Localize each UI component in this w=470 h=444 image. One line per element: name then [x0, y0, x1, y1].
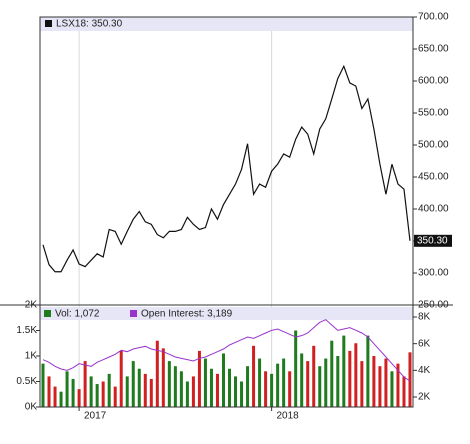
volume-bar	[185, 381, 189, 407]
volume-bar	[342, 335, 346, 407]
y-tick-label: 1.5K	[16, 325, 37, 336]
volume-bar	[137, 368, 141, 407]
volume-bar	[155, 340, 159, 407]
volume-bar	[252, 345, 256, 407]
volume-bar	[197, 350, 201, 407]
volume-bar	[101, 381, 105, 407]
volume-bar	[246, 366, 250, 407]
legend-swatch	[44, 310, 51, 317]
volume-bar	[390, 371, 394, 407]
volume-bar	[300, 353, 304, 407]
y-tick-label: 400.00	[418, 204, 449, 215]
volume-bar	[264, 371, 268, 407]
volume-bar	[191, 376, 195, 407]
volume-bar	[408, 352, 412, 407]
last-value-label: 350.30	[417, 235, 448, 246]
volume-bar	[372, 356, 376, 407]
volume-bar	[234, 376, 238, 407]
volume-bar	[384, 358, 388, 407]
volume-bar	[318, 366, 322, 407]
volume-bar	[294, 330, 298, 407]
legend-label: Vol: 1,072	[55, 309, 100, 320]
y2-tick-label: 4K	[418, 365, 431, 376]
volume-bar	[71, 378, 75, 407]
volume-bar	[89, 376, 93, 407]
y2-tick-label: 6K	[418, 338, 431, 349]
volume-bar	[47, 376, 51, 407]
legend-bar	[40, 17, 413, 31]
volume-bar	[228, 368, 232, 407]
volume-bar	[312, 345, 316, 407]
volume-bar	[306, 361, 310, 407]
volume-bar	[77, 389, 81, 407]
volume-bar	[59, 391, 63, 407]
volume-bar	[53, 386, 57, 407]
legend-swatch	[45, 20, 52, 27]
volume-bar	[107, 373, 111, 407]
volume-bar	[125, 376, 129, 407]
volume-bar	[378, 366, 382, 407]
volume-bar	[119, 350, 123, 407]
y-tick-label: 650.00	[418, 44, 449, 55]
volume-bar	[83, 361, 87, 407]
volume-bar	[113, 386, 117, 407]
volume-bar	[354, 343, 358, 407]
volume-bar	[282, 358, 286, 407]
x-tick-label: 2018	[276, 411, 299, 422]
volume-bar	[336, 356, 340, 407]
volume-bar	[65, 371, 69, 407]
volume-bar	[215, 373, 219, 407]
volume-bar	[95, 384, 99, 407]
volume-bar	[330, 340, 334, 407]
volume-bar	[149, 378, 153, 407]
y-tick-label: 0.5K	[16, 376, 37, 387]
volume-bar	[240, 381, 244, 407]
volume-bar	[179, 371, 183, 407]
y-tick-label: 300.00	[418, 268, 449, 279]
volume-bar	[167, 361, 171, 407]
volume-bar	[366, 335, 370, 407]
volume-bar	[143, 373, 147, 407]
y-tick-label: 600.00	[418, 76, 449, 87]
legend-swatch	[130, 310, 137, 317]
y-tick-label: 0K	[25, 402, 38, 413]
volume-bar	[276, 363, 280, 407]
volume-bar	[161, 348, 165, 407]
volume-bar	[131, 361, 135, 407]
x-tick-label: 2017	[84, 411, 107, 422]
y-tick-label: 700.00	[418, 12, 449, 23]
volume-bar	[41, 363, 45, 407]
volume-bar	[324, 358, 328, 407]
volume-bar	[402, 376, 406, 407]
y2-tick-label: 8K	[418, 312, 431, 323]
volume-bar	[258, 358, 262, 407]
volume-bar	[221, 353, 225, 407]
volume-bar	[360, 361, 364, 407]
last-value-box	[414, 234, 452, 247]
volume-bar	[209, 368, 213, 407]
y2-tick-label: 2K	[418, 392, 431, 403]
y-tick-label: 550.00	[418, 108, 449, 119]
volume-bar	[173, 366, 177, 407]
legend-label: Open Interest: 3,189	[141, 309, 233, 320]
volume-bar	[203, 358, 207, 407]
volume-bar	[288, 371, 292, 407]
volume-bar	[396, 363, 400, 407]
open-interest-line	[42, 319, 411, 382]
legend-label: LSX18: 350.30	[56, 19, 123, 30]
volume-bar	[270, 373, 274, 407]
y-tick-label: 1K	[25, 351, 38, 362]
price-line	[42, 64, 411, 273]
y-tick-label: 450.00	[418, 172, 449, 183]
volume-bar	[348, 350, 352, 407]
y-tick-label: 500.00	[418, 140, 449, 151]
